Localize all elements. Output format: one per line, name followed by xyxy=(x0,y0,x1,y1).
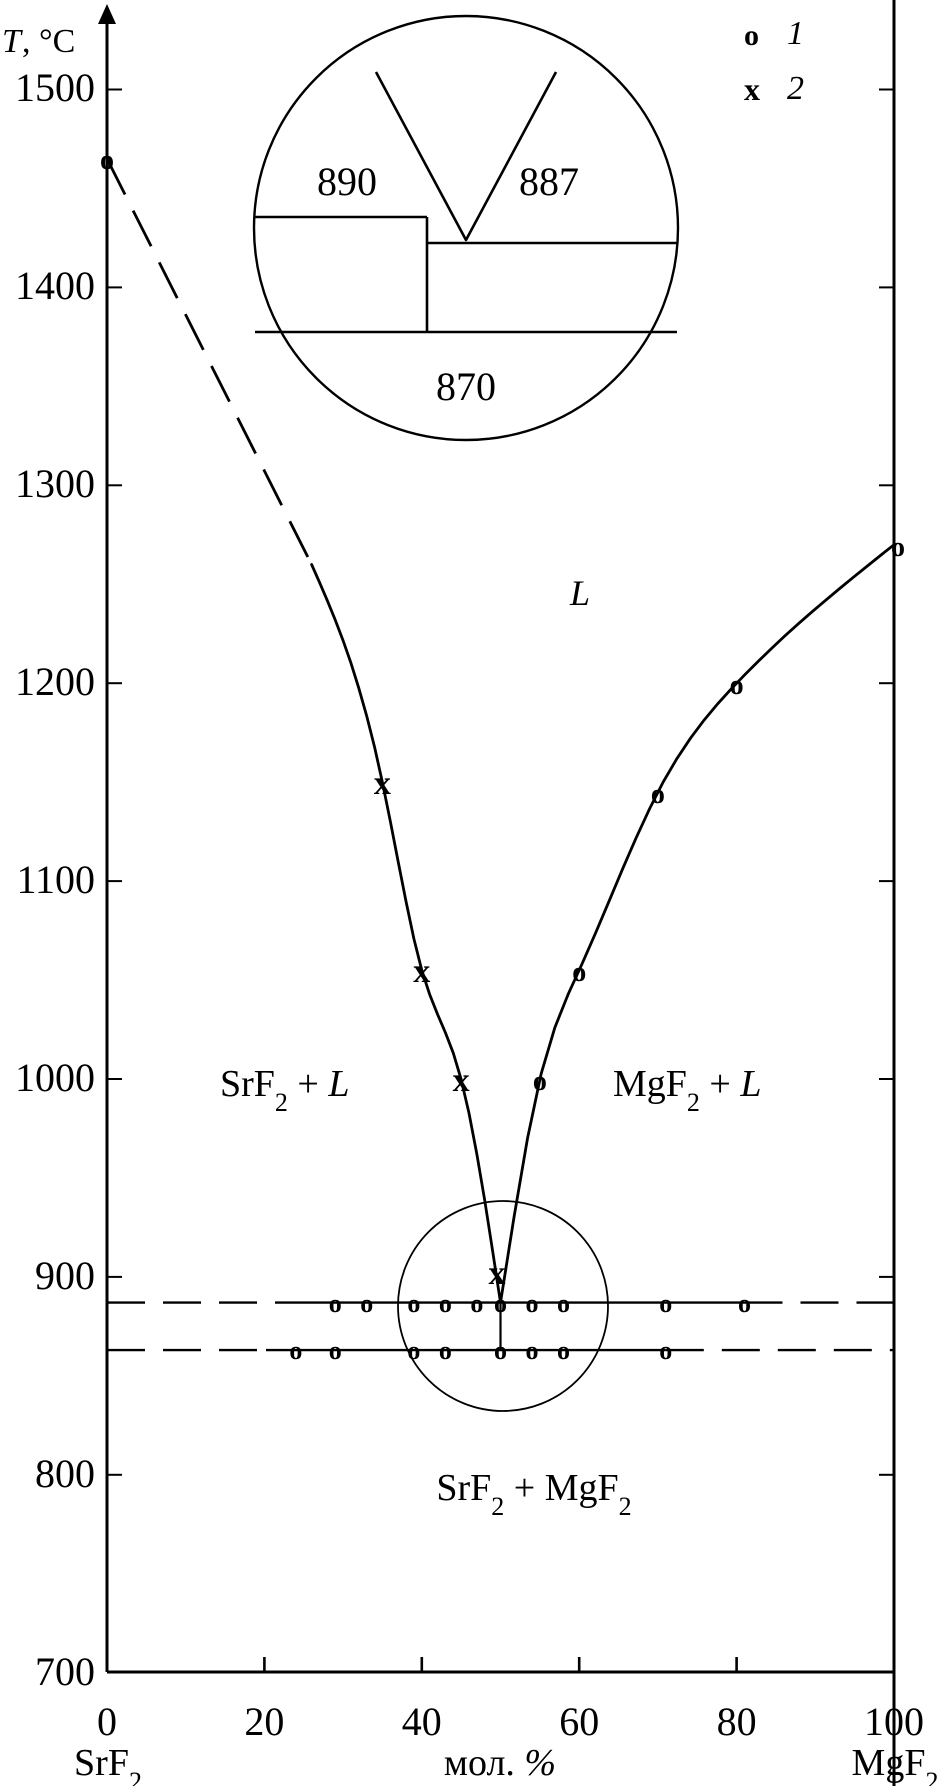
svg-text:o: o xyxy=(659,1336,672,1365)
svg-text:60: 60 xyxy=(559,1699,599,1744)
svg-text:x: x xyxy=(489,1255,506,1292)
svg-text:o: o xyxy=(439,1336,452,1365)
svg-text:870: 870 xyxy=(436,364,496,409)
svg-text:o: o xyxy=(289,1336,302,1365)
svg-text:900: 900 xyxy=(35,1253,95,1298)
svg-text:o: o xyxy=(526,1289,539,1318)
svg-text:700: 700 xyxy=(35,1649,95,1694)
svg-text:o: o xyxy=(407,1289,420,1318)
svg-text:2: 2 xyxy=(787,70,804,107)
svg-text:o: o xyxy=(730,670,744,701)
svg-text:мол. %: мол. % xyxy=(444,1742,556,1784)
svg-text:890: 890 xyxy=(317,159,377,204)
svg-text:0: 0 xyxy=(97,1699,117,1744)
svg-text:x: x xyxy=(413,953,430,990)
svg-text:o: o xyxy=(651,779,665,810)
svg-text:o: o xyxy=(329,1289,342,1318)
svg-text:80: 80 xyxy=(717,1699,757,1744)
svg-text:x: x xyxy=(453,1062,470,1099)
svg-text:x: x xyxy=(374,765,391,802)
svg-text:x: x xyxy=(744,71,760,107)
svg-text:o: o xyxy=(557,1289,570,1318)
svg-text:o: o xyxy=(557,1336,570,1365)
svg-text:, °C: , °C xyxy=(22,23,75,60)
svg-text:1300: 1300 xyxy=(15,461,95,506)
svg-text:o: o xyxy=(891,532,905,563)
svg-text:1400: 1400 xyxy=(15,263,95,308)
svg-text:o: o xyxy=(439,1289,452,1318)
svg-text:o: o xyxy=(533,1066,547,1097)
svg-text:40: 40 xyxy=(402,1699,442,1744)
svg-text:887: 887 xyxy=(519,159,579,204)
svg-text:T: T xyxy=(2,23,23,60)
svg-text:1500: 1500 xyxy=(15,65,95,110)
svg-text:MgF2: MgF2 xyxy=(852,1742,939,1786)
svg-text:L: L xyxy=(569,573,590,613)
svg-text:o: o xyxy=(494,1289,507,1318)
svg-text:o: o xyxy=(659,1289,672,1318)
svg-text:o: o xyxy=(360,1289,373,1318)
svg-text:20: 20 xyxy=(244,1699,284,1744)
svg-text:o: o xyxy=(329,1336,342,1365)
svg-text:o: o xyxy=(738,1289,751,1318)
svg-text:o: o xyxy=(407,1336,420,1365)
svg-text:o: o xyxy=(744,19,759,52)
svg-text:o: o xyxy=(526,1336,539,1365)
svg-text:1200: 1200 xyxy=(15,659,95,704)
svg-text:o: o xyxy=(100,145,114,176)
svg-text:o: o xyxy=(572,957,586,988)
svg-text:800: 800 xyxy=(35,1451,95,1496)
svg-text:o: o xyxy=(494,1336,507,1365)
svg-text:o: o xyxy=(470,1289,483,1318)
svg-text:1000: 1000 xyxy=(15,1055,95,1100)
svg-text:1: 1 xyxy=(787,15,804,52)
svg-text:100: 100 xyxy=(864,1699,924,1744)
svg-text:1100: 1100 xyxy=(16,857,95,902)
